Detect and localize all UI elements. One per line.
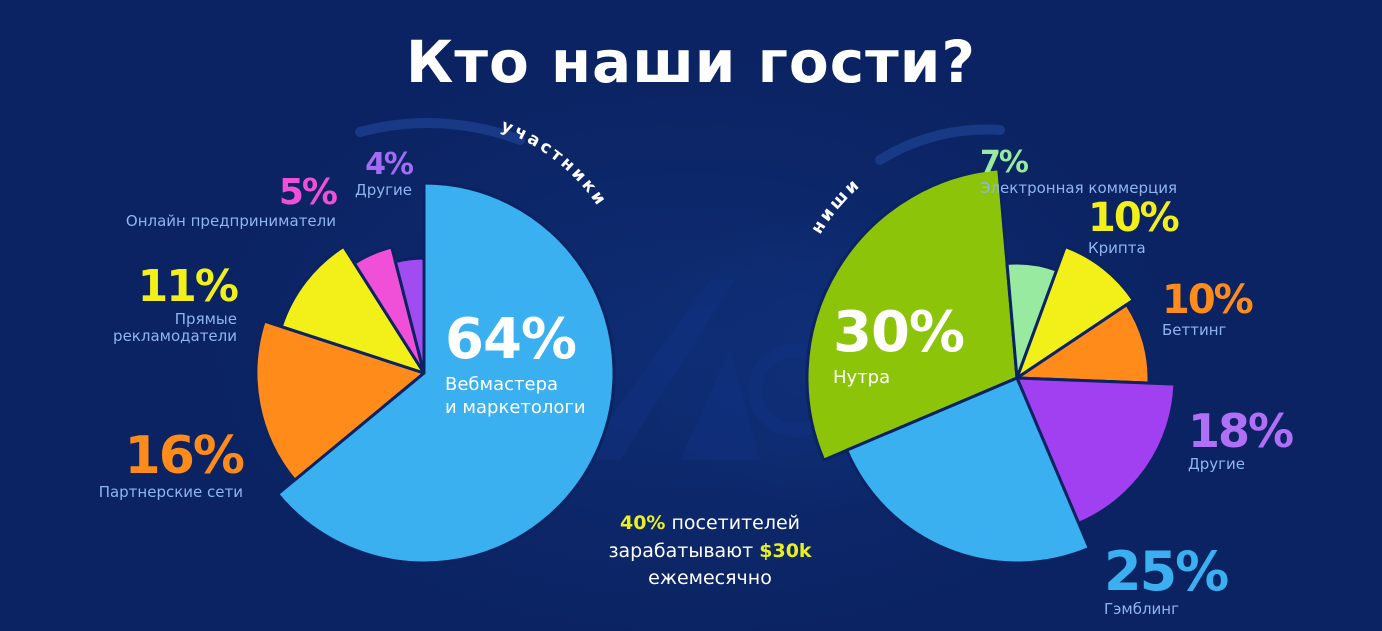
- note-amount: $30k: [759, 539, 812, 562]
- pct-25: 25%: [1104, 540, 1229, 603]
- label-5: 5% Онлайн предприниматели: [100, 172, 338, 230]
- cap-5: Онлайн предприниматели: [125, 212, 336, 230]
- left-deco-arc: [355, 118, 525, 145]
- note-pct: 40%: [619, 512, 666, 534]
- label-4: 4% Другие: [330, 147, 414, 199]
- note-line-3: ежемесячно: [648, 567, 772, 590]
- niches-slice-3: [1015, 245, 1135, 380]
- note-line-2: зарабатывают $30k: [590, 538, 830, 566]
- cap-7: Электронная коммерция: [980, 179, 1177, 197]
- right-main-pct: 30%: [833, 300, 965, 365]
- cap-4: Другие: [355, 181, 412, 199]
- cap-11b: рекламодатели: [113, 326, 237, 345]
- participants-slice-4: [352, 245, 426, 375]
- cap-18: Другие: [1188, 455, 1245, 473]
- niches-slice-4: [1015, 303, 1151, 385]
- label-10-crypto: 10% Крипта: [1088, 195, 1180, 257]
- page-title: Кто наши гости?: [405, 28, 977, 96]
- pct-10-betting: 10%: [1162, 277, 1254, 323]
- label-16: 16% Партнерские сети: [60, 426, 245, 501]
- label-11: 11% Прямые рекламодатели: [80, 261, 239, 345]
- right-main-caption: Нутра: [833, 367, 891, 388]
- right-deco-arc: [875, 124, 1005, 165]
- label-10-betting: 10% Беттинг: [1162, 277, 1254, 339]
- pie-chart-participants: [254, 181, 616, 565]
- label-18: 18% Другие: [1188, 404, 1294, 473]
- left-main-label: 64% Вебмастера и маркетологи: [445, 312, 586, 419]
- cap-10-betting: Беттинг: [1162, 321, 1227, 339]
- left-main-caption-1: Вебмастера: [445, 374, 559, 395]
- cap-10-crypto: Крипта: [1088, 239, 1146, 257]
- niches-slice-1: [805, 167, 1019, 462]
- note-line-2-pre: зарабатывают: [608, 539, 760, 562]
- right-main-label: 30% Нутра: [833, 300, 965, 390]
- participants-slice-1: [276, 181, 616, 565]
- note-line-1-rest: посетителей: [665, 512, 801, 534]
- niches-slice-6: [845, 376, 1091, 565]
- niches-slice-5: [1015, 376, 1177, 525]
- participants-slice-3: [279, 244, 426, 375]
- pct-5: 5%: [278, 172, 338, 213]
- pct-10-crypto: 10%: [1088, 195, 1180, 241]
- label-25: 25% Гэмблинг: [1104, 540, 1229, 618]
- pct-4: 4%: [365, 147, 414, 182]
- cap-11a: Прямые: [174, 310, 237, 328]
- niches-arc-label: ниши: [807, 174, 865, 238]
- note-line-1: 40% посетителей: [590, 510, 830, 538]
- cap-16: Партнерские сети: [98, 483, 243, 501]
- pie-chart-niches: [805, 167, 1177, 565]
- pct-7: 7%: [980, 145, 1029, 180]
- label-7: 7% Электронная коммерция: [980, 148, 1177, 197]
- participants-arc-label: участники: [498, 116, 611, 211]
- cap-25: Гэмблинг: [1104, 600, 1179, 618]
- participants-slice-5: [393, 256, 426, 375]
- left-main-pct: 64%: [445, 307, 577, 372]
- watermark-logo: [580, 280, 820, 460]
- pct-18: 18%: [1188, 404, 1294, 458]
- pct-11: 11%: [137, 261, 239, 312]
- visitors-note: 40% посетителей зарабатывают $30k ежемес…: [590, 510, 830, 593]
- left-main-caption-2: и маркетологи: [445, 396, 586, 418]
- pct-16: 16%: [124, 426, 245, 486]
